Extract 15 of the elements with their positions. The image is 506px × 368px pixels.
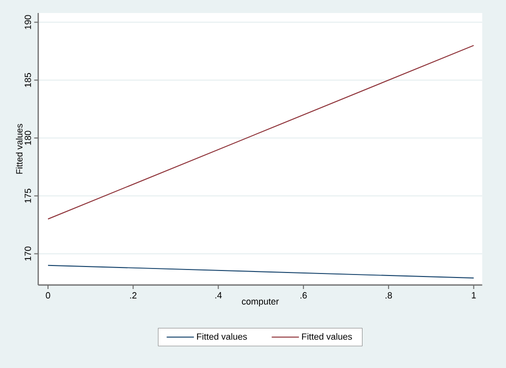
y-axis-title: Fitted values — [16, 124, 23, 174]
y-tick-label: 190 — [24, 15, 32, 30]
x-tick-label: .6 — [300, 292, 307, 299]
y-tick-label: 175 — [24, 188, 32, 203]
x-axis-title: computer — [242, 298, 279, 306]
x-tick-label: .4 — [215, 292, 222, 298]
y-tick-label: 185 — [24, 73, 32, 87]
x-tick-label: 0 — [46, 292, 50, 299]
y-tick-label: 170 — [24, 246, 32, 261]
x-tick-label: .8 — [386, 292, 392, 299]
legend-label: Fitted values — [302, 333, 352, 340]
legend-label: Fitted values — [197, 333, 247, 340]
y-tick-label: 180 — [24, 130, 32, 145]
x-tick-label: 1 — [472, 292, 476, 298]
x-tick-label: .2 — [130, 292, 136, 298]
